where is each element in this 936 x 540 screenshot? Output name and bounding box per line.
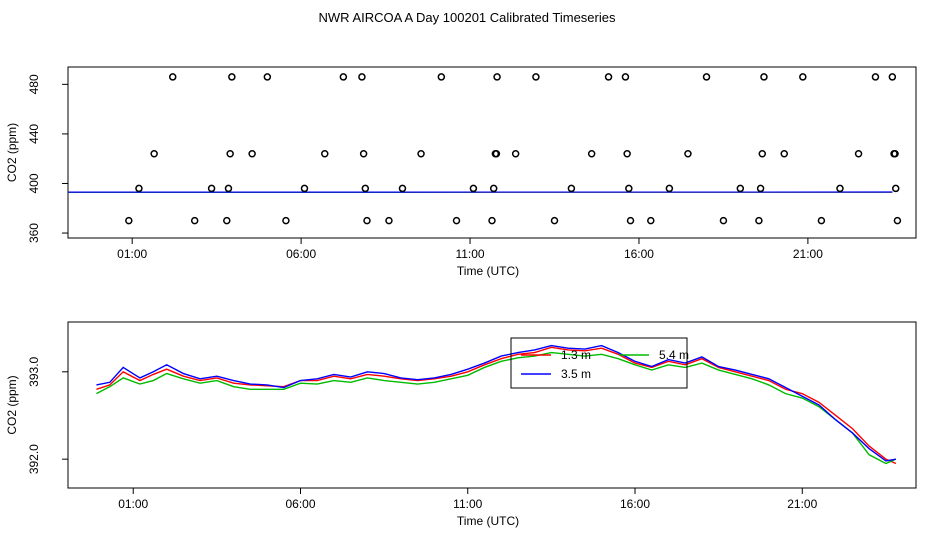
reference-point (361, 184, 370, 193)
x-axis-label: Time (UTC) (457, 514, 519, 528)
reference-point (493, 73, 501, 81)
reference-point (621, 73, 630, 81)
reference-point (817, 216, 826, 225)
y-tick-label: 480 (27, 74, 41, 94)
reference-point (125, 216, 133, 225)
legend-label: 5.4 m (659, 348, 689, 362)
reference-point (567, 184, 576, 193)
y-tick-label: 360 (27, 223, 41, 243)
reference-point (489, 184, 498, 193)
x-tick-label: 21:00 (793, 247, 823, 261)
x-tick-label: 06:00 (286, 247, 316, 261)
reference-point (488, 216, 496, 225)
x-tick-label: 06:00 (285, 497, 315, 511)
x-tick-label: 01:00 (118, 497, 148, 511)
reference-point (385, 216, 393, 225)
bottom-panel-lines: 01:00 06:00 11:00 16:00 21:00 Time (UTC) 392.0… (5, 321, 917, 528)
legend-box (510, 337, 688, 389)
plot-frame (67, 66, 917, 239)
reference-point (248, 149, 256, 158)
reference-point (398, 184, 407, 193)
reference-point (228, 73, 236, 81)
reference-point (321, 149, 329, 158)
reference-point (758, 149, 767, 158)
y-tick-label: 440 (27, 124, 41, 144)
reference-point (755, 216, 763, 225)
y-tick-label: 393.0 (27, 356, 41, 386)
reference-point (836, 184, 844, 193)
reference-point (437, 73, 446, 81)
reference-point (363, 216, 371, 225)
reference-point (854, 149, 863, 158)
x-tick-label: 16:00 (624, 247, 654, 261)
y-tick-label: 400 (27, 173, 41, 193)
x-axis-label: Time (UTC) (457, 264, 519, 278)
reference-point (647, 216, 655, 225)
x-tick-label: 01:00 (117, 247, 147, 261)
reference-point (207, 184, 216, 193)
plot-frame (67, 321, 917, 489)
reference-point (604, 73, 613, 81)
reference-point (452, 216, 461, 225)
reference-point (587, 149, 596, 158)
reference-point (492, 149, 501, 158)
x-tick-label: 21:00 (787, 497, 817, 511)
y-axis-label: CO2 (ppm) (5, 375, 19, 434)
reference-point (359, 149, 368, 158)
reference-point (871, 73, 880, 81)
x-tick-label: 11:00 (455, 247, 484, 261)
reference-point (532, 73, 540, 81)
reference-point (665, 184, 674, 193)
reference-point (168, 73, 177, 81)
reference-point (150, 149, 158, 158)
reference-point (891, 184, 900, 193)
reference-point (702, 73, 711, 81)
legend-label: 3.5 m (561, 367, 591, 381)
reference-point (756, 184, 765, 193)
reference-point (511, 149, 520, 158)
legend: 1.3 m 5.4 m 3.5 m (510, 337, 689, 389)
reference-point (263, 73, 272, 81)
reference-point (339, 73, 348, 81)
chart-title: NWR AIRCOA A Day 100201 Calibrated Times… (319, 10, 616, 25)
reference-point (684, 149, 692, 158)
reference-point (719, 216, 728, 225)
reference-point (224, 184, 233, 193)
reference-point (736, 184, 745, 193)
reference-point (550, 216, 559, 225)
reference-point (190, 216, 199, 225)
top-panel-scatter: 01:00 06:00 11:00 16:00 21:00 Time (UTC) 360 40… (5, 66, 917, 278)
reference-point (469, 184, 478, 193)
reference-point (358, 73, 366, 81)
y-tick-label: 392.0 (27, 444, 41, 474)
reference-point (626, 216, 635, 225)
reference-point (893, 216, 902, 225)
x-tick-label: 16:00 (620, 497, 650, 511)
x-tick-label: 11:00 (453, 497, 482, 511)
reference-point (135, 184, 143, 193)
series-line-54m (96, 351, 897, 465)
series-line-35m (96, 344, 897, 462)
reference-point (417, 149, 425, 158)
y-axis-label: CO2 (ppm) (5, 123, 19, 182)
reference-point (760, 73, 768, 81)
reference-point (888, 73, 897, 81)
reference-point (625, 184, 633, 193)
legend-label: 1.3 m (561, 348, 591, 362)
reference-point (282, 216, 290, 225)
reference-point (226, 149, 234, 158)
reference-point (300, 184, 309, 193)
series-line-13m (96, 346, 897, 465)
reference-point (223, 216, 231, 225)
reference-point (623, 149, 631, 158)
reference-point (799, 73, 807, 81)
reference-point (780, 149, 788, 158)
reference-point (891, 149, 899, 158)
